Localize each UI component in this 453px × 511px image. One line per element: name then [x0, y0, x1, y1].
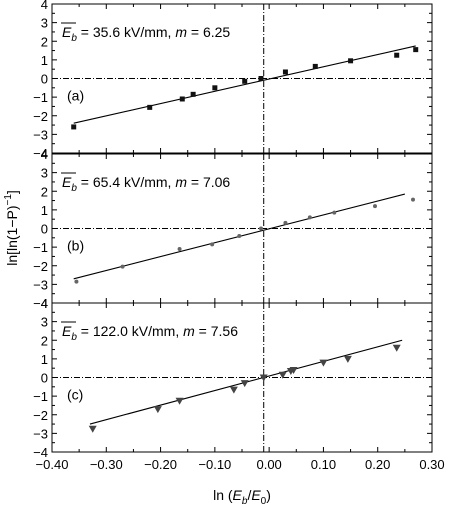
panel-label: (b)	[67, 237, 84, 253]
y-axis-title: ln[ln(1−P)−1]	[3, 190, 20, 266]
data-point	[348, 58, 354, 64]
y-tick-label: −2	[33, 109, 48, 124]
data-point	[120, 264, 125, 269]
data-point	[88, 425, 97, 433]
data-point	[373, 204, 377, 209]
data-point	[332, 210, 337, 215]
y-tick-label: 4	[41, 0, 48, 12]
y-tick-label: 1	[41, 352, 48, 367]
data-point	[278, 371, 287, 379]
y-tick-label: −3	[33, 426, 48, 441]
data-point	[237, 233, 242, 238]
data-point	[147, 104, 153, 110]
y-tick-label: −3	[33, 127, 48, 142]
data-point	[394, 52, 400, 58]
data-point	[289, 367, 298, 375]
data-point	[259, 374, 268, 382]
y-tick-label: 3	[41, 166, 48, 181]
y-tick-label: 2	[41, 34, 48, 49]
y-tick-label: 0	[41, 72, 48, 87]
data-point	[175, 397, 184, 405]
data-point	[190, 91, 196, 97]
y-tick-label: 3	[41, 315, 48, 330]
fit-line	[73, 45, 416, 124]
data-point	[413, 47, 419, 53]
y-tick-label: 3	[41, 16, 48, 31]
y-tick-label: 0	[41, 371, 48, 386]
y-tick-label: 2	[41, 333, 48, 348]
data-point	[229, 386, 238, 394]
y-tick-label: −1	[33, 90, 48, 105]
data-point	[212, 85, 218, 91]
y-tick-label: −4	[33, 296, 48, 311]
y-tick-label: −1	[33, 389, 48, 404]
data-point	[282, 69, 288, 75]
y-tick-label: −4	[33, 146, 48, 161]
x-tick-label: −0.10	[198, 457, 231, 472]
y-tick-label: −2	[33, 408, 48, 423]
data-point	[177, 246, 182, 251]
y-tick-label: 4	[41, 147, 48, 162]
data-point	[307, 215, 312, 220]
annotation-text: Eb = 35.6 kV/mm, m = 6.25	[62, 24, 230, 44]
data-point	[283, 220, 288, 225]
data-point	[71, 124, 77, 130]
y-tick-label: 4	[41, 296, 48, 311]
panel-c: −4 −3 −2 −1 0 1 2 3 4 Eb = 122.0 kV/mm, m = 7.56 (…	[33, 296, 433, 460]
y-tick-label: 1	[41, 203, 48, 218]
x-tick-label: 0.20	[365, 457, 390, 472]
data-point	[210, 242, 215, 247]
x-tick-label: −0.40	[36, 457, 69, 472]
panel-label: (c)	[67, 386, 83, 402]
annotation-text: Eb = 122.0 kV/mm, m = 7.56	[62, 323, 238, 343]
y-tick-label: −1	[33, 240, 48, 255]
x-tick-label: 0.30	[419, 457, 444, 472]
data-point	[258, 76, 264, 81]
data-point	[242, 78, 248, 84]
data-point	[319, 359, 328, 367]
data-point	[411, 197, 415, 202]
data-point	[179, 96, 185, 102]
x-tick-label: 0.00	[256, 457, 281, 472]
y-tick-label: 1	[41, 53, 48, 68]
x-tick-label: −0.30	[90, 457, 123, 472]
x-tick-label: 0.10	[311, 457, 336, 472]
data-point	[392, 344, 401, 352]
panel-label: (a)	[67, 87, 84, 103]
data-point	[312, 63, 318, 69]
x-axis-title: ln (Eb/E0)	[213, 487, 271, 506]
data-point	[153, 406, 162, 414]
data-point	[240, 380, 249, 388]
y-tick-label: 0	[41, 222, 48, 237]
y-tick-label: −2	[33, 259, 48, 274]
panel-b: −4 −3 −2 −1 0 1 2 3 4 Eb = 65.4 kV/mm, m = 7.06 (b…	[33, 147, 433, 311]
data-point	[259, 226, 263, 231]
annotation-text: Eb = 65.4 kV/mm, m = 7.06	[62, 174, 230, 194]
panel-a: −4 −3 −2 −1 0 1 2 3 4 Eb = 35.6 kV/mm, m = 6.25 (a…	[33, 0, 433, 161]
y-tick-label: −3	[33, 277, 48, 292]
x-tick-label: −0.20	[144, 457, 177, 472]
y-tick-label: 2	[41, 184, 48, 199]
data-point	[343, 355, 352, 363]
y-tick-label: −4	[33, 445, 48, 460]
data-point	[74, 279, 79, 284]
